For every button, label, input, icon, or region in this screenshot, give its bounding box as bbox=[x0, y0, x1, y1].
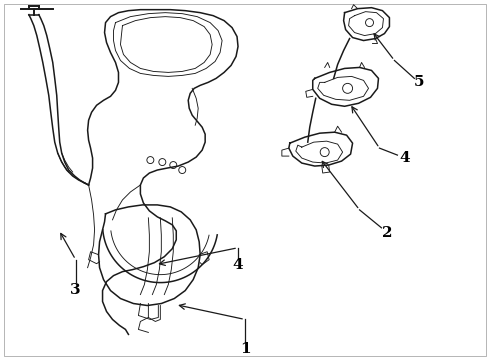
Text: 1: 1 bbox=[240, 342, 250, 356]
Text: 5: 5 bbox=[414, 75, 424, 89]
Text: 2: 2 bbox=[382, 226, 392, 240]
Text: 3: 3 bbox=[71, 283, 81, 297]
Text: 4: 4 bbox=[233, 258, 244, 272]
Text: 4: 4 bbox=[399, 151, 410, 165]
